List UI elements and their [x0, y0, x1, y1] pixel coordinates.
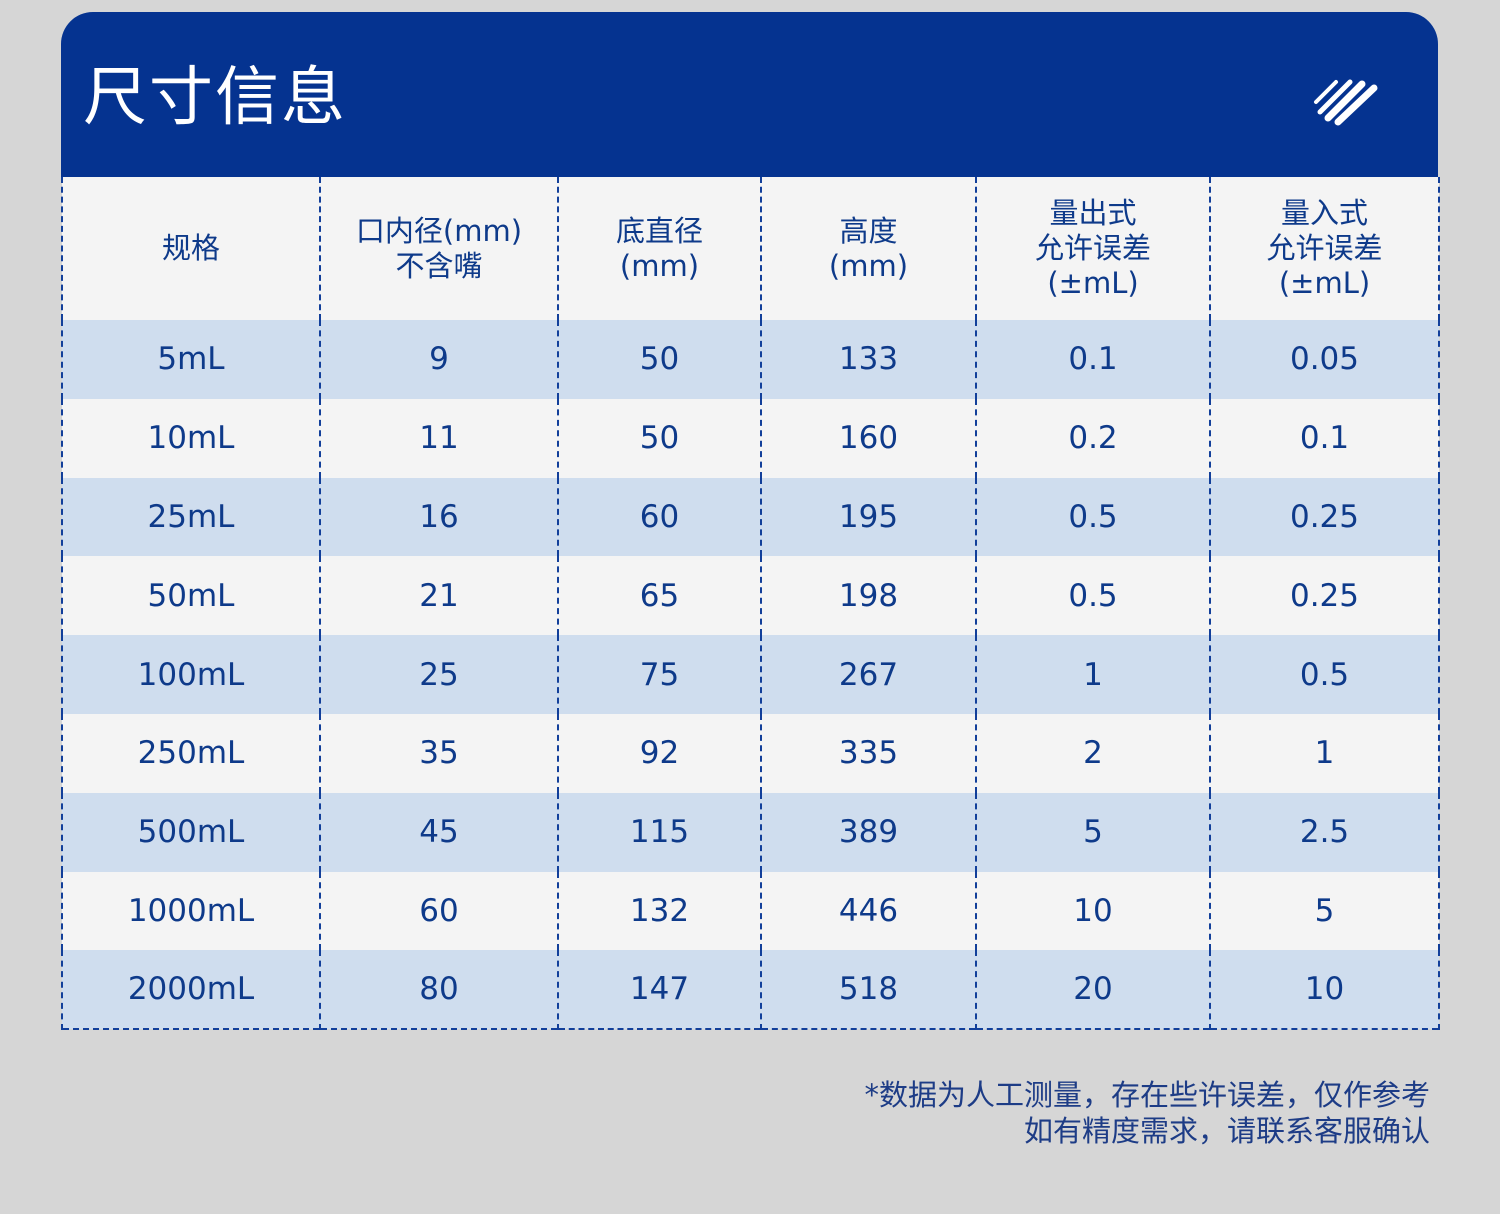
table-cell: 133: [760, 320, 977, 399]
column-header-line: 规格: [161, 231, 220, 265]
disclaimer-line-1: *数据为人工测量，存在些许误差，仅作参考: [864, 1078, 1430, 1112]
table-cell: 60: [319, 871, 559, 951]
column-header: 口内径(mm) 不含嘴: [319, 177, 559, 320]
column-header-line: 量出式: [1049, 196, 1137, 230]
table-row: 10mL 11 50 160 0.2 0.1: [61, 398, 1440, 478]
table-row: 100mL 25 75 267 1 0.5: [61, 635, 1440, 714]
column-header-line: 允许误差: [1034, 231, 1151, 265]
table-cell: 16: [319, 477, 559, 557]
table-cell: 0.5: [1209, 635, 1440, 714]
disclaimer-line-2: 如有精度需求，请联系客服确认: [1023, 1114, 1430, 1148]
table-cell: 10mL: [61, 398, 321, 478]
column-header-line: (mm): [828, 248, 909, 283]
table-cell: 45: [319, 792, 559, 872]
table-cell: 0.25: [1209, 477, 1440, 557]
column-header-line: 口内径(mm): [355, 213, 523, 248]
column-header-line: 不含嘴: [395, 248, 483, 283]
table-cell: 0.25: [1209, 556, 1440, 636]
disclaimer-note: *数据为人工测量，存在些许误差，仅作参考 如有精度需求，请联系客服确认: [864, 1077, 1430, 1149]
table-cell: 2.5: [1209, 792, 1440, 872]
table-cell: 0.5: [975, 477, 1211, 557]
table-cell: 198: [760, 556, 977, 636]
column-header-line: 高度: [839, 213, 898, 248]
table-cell: 0.05: [1209, 320, 1440, 399]
table-cell: 0.1: [975, 320, 1211, 399]
page-title: 尺寸信息: [83, 61, 347, 135]
size-table: 规格 口内径(mm) 不含嘴 底直径 (mm) 高度 (mm) 量出式 允许误差 (±mL) 量入式…: [61, 177, 1440, 1031]
table-cell: 100mL: [61, 635, 321, 714]
table-cell: 1: [1209, 713, 1440, 793]
table-cell: 446: [760, 871, 977, 951]
table-cell: 21: [319, 556, 559, 636]
card-header: 尺寸信息: [61, 12, 1438, 177]
table-row: 500mL 45 115 389 5 2.5: [61, 792, 1440, 872]
table-cell: 10: [1209, 950, 1440, 1030]
table-cell: 35: [319, 713, 559, 793]
table-cell: 1: [975, 635, 1211, 714]
table-cell: 1000mL: [61, 871, 321, 951]
table-cell: 160: [760, 398, 977, 478]
size-info-card: 尺寸信息 规格 口内径(mm) 不含嘴 底直径 (mm) 高度 (mm) 量出式 允许误差 (±m…: [61, 12, 1440, 1031]
table-row: 25mL 16 60 195 0.5 0.25: [61, 477, 1440, 557]
column-header-line: 量入式: [1280, 196, 1368, 230]
table-cell: 75: [557, 635, 762, 714]
table-cell: 0.5: [975, 556, 1211, 636]
table-cell: 65: [557, 556, 762, 636]
table-cell: 267: [760, 635, 977, 714]
table-row: 2000mL 80 147 518 20 10: [61, 950, 1440, 1030]
table-body: 5mL 9 50 133 0.1 0.05 10mL 11 50 160 0.2 0.1 25mL 16 6…: [61, 320, 1440, 1030]
column-header: 量入式 允许误差 (±mL): [1209, 177, 1440, 320]
table-cell: 5mL: [61, 320, 321, 399]
column-header-line: 底直径: [615, 213, 703, 248]
column-header: 高度 (mm): [760, 177, 977, 320]
table-cell: 25: [319, 635, 559, 714]
table-cell: 50mL: [61, 556, 321, 636]
table-cell: 11: [319, 398, 559, 478]
table-cell: 50: [557, 398, 762, 478]
table-cell: 10: [975, 871, 1211, 951]
table-cell: 518: [760, 950, 977, 1030]
column-header-line: 允许误差: [1266, 231, 1383, 265]
table-cell: 5: [975, 792, 1211, 872]
column-header-line: (mm): [619, 248, 700, 283]
table-row: 50mL 21 65 198 0.5 0.25: [61, 556, 1440, 636]
table-header-row: 规格 口内径(mm) 不含嘴 底直径 (mm) 高度 (mm) 量出式 允许误差 (±mL) 量入式…: [61, 177, 1440, 320]
table-cell: 92: [557, 713, 762, 793]
table-cell: 60: [557, 477, 762, 557]
table-cell: 25mL: [61, 477, 321, 557]
column-header: 底直径 (mm): [557, 177, 762, 320]
table-cell: 389: [760, 792, 977, 872]
table-row: 5mL 9 50 133 0.1 0.05: [61, 320, 1440, 399]
table-cell: 5: [1209, 871, 1440, 951]
column-header-line: (±mL): [1278, 266, 1371, 300]
table-cell: 115: [557, 792, 762, 872]
table-cell: 250mL: [61, 713, 321, 793]
table-cell: 20: [975, 950, 1211, 1030]
table-cell: 132: [557, 871, 762, 951]
table-cell: 80: [319, 950, 559, 1030]
table-row: 250mL 35 92 335 2 1: [61, 713, 1440, 793]
table-cell: 2: [975, 713, 1211, 793]
table-cell: 500mL: [61, 792, 321, 872]
table-cell: 195: [760, 477, 977, 557]
table-cell: 147: [557, 950, 762, 1030]
column-header-line: (±mL): [1047, 266, 1139, 300]
table-cell: 0.2: [975, 398, 1211, 478]
table-cell: 9: [319, 320, 559, 399]
column-header: 量出式 允许误差 (±mL): [975, 177, 1211, 320]
table-cell: 0.1: [1209, 398, 1440, 478]
table-cell: 50: [557, 320, 762, 399]
stripes-logo-icon: [1314, 79, 1378, 126]
table-row: 1000mL 60 132 446 10 5: [61, 871, 1440, 951]
column-header: 规格: [61, 177, 321, 320]
table-cell: 2000mL: [61, 950, 321, 1030]
table-cell: 335: [760, 713, 977, 793]
